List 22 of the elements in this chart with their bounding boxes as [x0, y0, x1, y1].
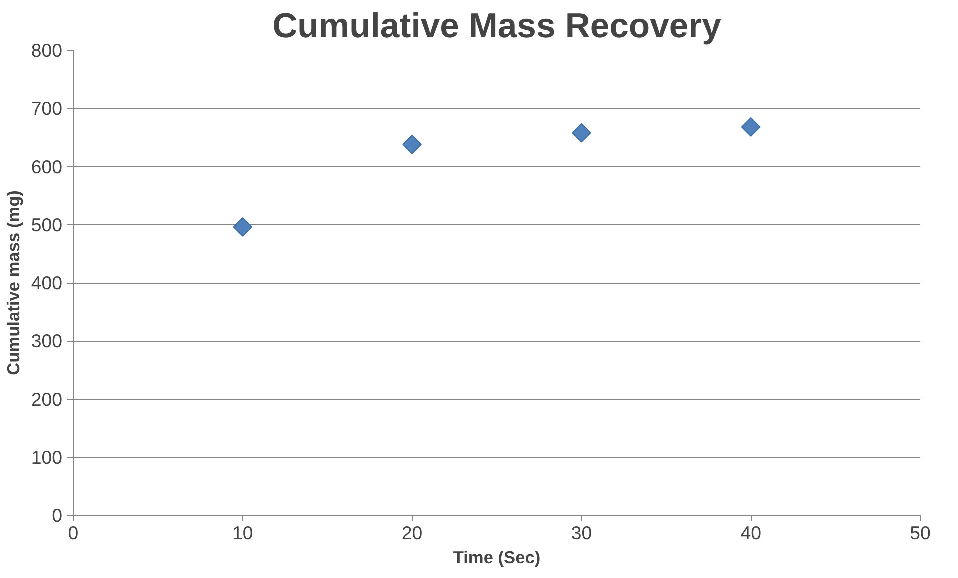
point [233, 218, 253, 237]
x-tick-label: 20 [402, 522, 423, 544]
y-tick-label: 400 [31, 272, 63, 294]
y-axis-title: Cumulative mass (mg) [3, 190, 24, 376]
chart-title: Cumulative Mass Recovery [272, 8, 722, 46]
x-tick-label: 0 [68, 522, 79, 544]
x-tick-label: 10 [232, 522, 254, 544]
x-tick-label: 50 [910, 522, 931, 544]
y-tick-label: 200 [31, 388, 63, 410]
y-tick-label: 0 [52, 505, 63, 526]
y-tick-label: 700 [31, 98, 63, 120]
y-tick-label: 800 [31, 40, 63, 61]
y-tick-label: 300 [31, 330, 63, 352]
y-tick-label: 500 [31, 214, 63, 236]
point [572, 123, 592, 143]
y-tick-label: 600 [31, 156, 63, 178]
point [741, 118, 761, 137]
x-tick-label: 40 [740, 522, 762, 544]
point [402, 134, 422, 154]
x-tick-label: 30 [571, 522, 592, 544]
y-tick-label: 100 [31, 446, 63, 468]
x-axis-title: Time (Sec) [453, 548, 541, 568]
